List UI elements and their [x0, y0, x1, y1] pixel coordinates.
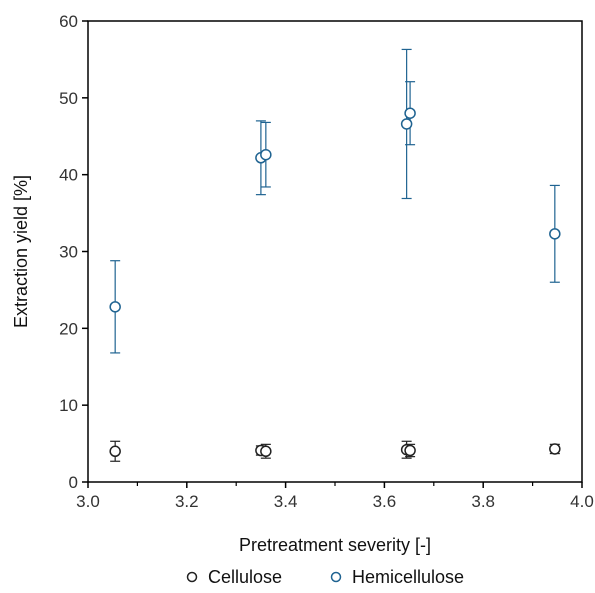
x-axis-label: Pretreatment severity [-]: [239, 535, 431, 555]
point-cellulose: [404, 444, 416, 457]
error-bars: [110, 48, 560, 462]
y-tick-label: 30: [59, 243, 78, 262]
x-tick-label: 3.8: [471, 492, 495, 511]
y-tick-label: 60: [59, 12, 78, 31]
point-hemicellulose: [549, 228, 561, 240]
plot-frame: [87, 20, 583, 483]
point-cellulose: [549, 443, 561, 455]
x-tick-label: 3.6: [373, 492, 397, 511]
legend-label-cellulose: Cellulose: [208, 567, 282, 587]
y-tick-label: 50: [59, 89, 78, 108]
y-tick-label: 20: [59, 319, 78, 338]
point-hemicellulose: [400, 118, 413, 130]
legend-marker-cellulose: [186, 571, 198, 583]
legend: Cellulose Hemicellulose: [186, 567, 464, 587]
x-tick-label: 3.0: [76, 492, 100, 511]
point-cellulose: [109, 445, 121, 458]
plot-axes: [87, 20, 583, 483]
y-tick-label: 40: [59, 166, 78, 185]
legend-label-hemicellulose: Hemicellulose: [352, 567, 464, 587]
point-hemicellulose: [260, 148, 272, 161]
x-tick-label: 3.4: [274, 492, 298, 511]
point-hemicellulose: [404, 107, 416, 119]
x-tick-label: 3.2: [175, 492, 199, 511]
point-hemicellulose: [109, 301, 121, 313]
data-points: [109, 107, 561, 458]
y-tick-label: 10: [59, 396, 78, 415]
y-axis-label: Extraction yield [%]: [11, 175, 31, 328]
x-tick-label: 4.0: [570, 492, 594, 511]
legend-marker-hemicellulose: [330, 571, 342, 583]
point-cellulose: [260, 445, 272, 458]
axis-ticks: 3.0 3.2 3.4 3.6 3.8 4.0 0 10 20 30 40 50 60: [59, 12, 594, 511]
y-tick-label: 0: [69, 473, 78, 492]
